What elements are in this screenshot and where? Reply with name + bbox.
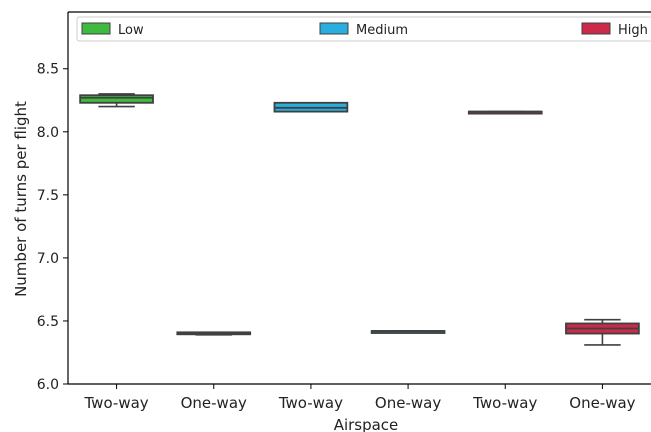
- legend-swatch: [81, 22, 111, 35]
- y-tick-label: 6.5: [37, 314, 59, 330]
- legend-label: Medium: [356, 23, 408, 38]
- box-group: [79, 93, 640, 346]
- x-tick-label: Two-way: [278, 394, 343, 412]
- y-tick-label: 7.0: [37, 251, 59, 267]
- box-iqr: [79, 94, 154, 104]
- y-tick-label: 7.5: [37, 188, 59, 204]
- y-tick-label: 8.0: [37, 125, 59, 141]
- x-tick-label: One-way: [181, 394, 247, 412]
- axes: 6.0 6.5 7.0 7.5 8.0 8.5 Two-way One-way Two-way O…: [37, 11, 651, 412]
- legend: Low Medium High: [76, 16, 651, 42]
- legend-swatch: [581, 22, 611, 35]
- x-tick-label: One-way: [569, 394, 635, 412]
- x-tick-label: Two-way: [472, 394, 537, 412]
- y-tick-label: 6.0: [37, 377, 59, 393]
- legend-label: High: [618, 23, 648, 38]
- x-axis-label: Airspace: [334, 416, 399, 432]
- y-tick-label: 8.5: [37, 62, 59, 78]
- x-tick-label: One-way: [375, 394, 441, 412]
- legend-label: Low: [118, 23, 144, 38]
- legend-swatch: [319, 22, 349, 35]
- y-axis-label: Number of turns per flight: [12, 101, 30, 297]
- legend-frame: [76, 16, 651, 42]
- x-tick-label: Two-way: [84, 394, 149, 412]
